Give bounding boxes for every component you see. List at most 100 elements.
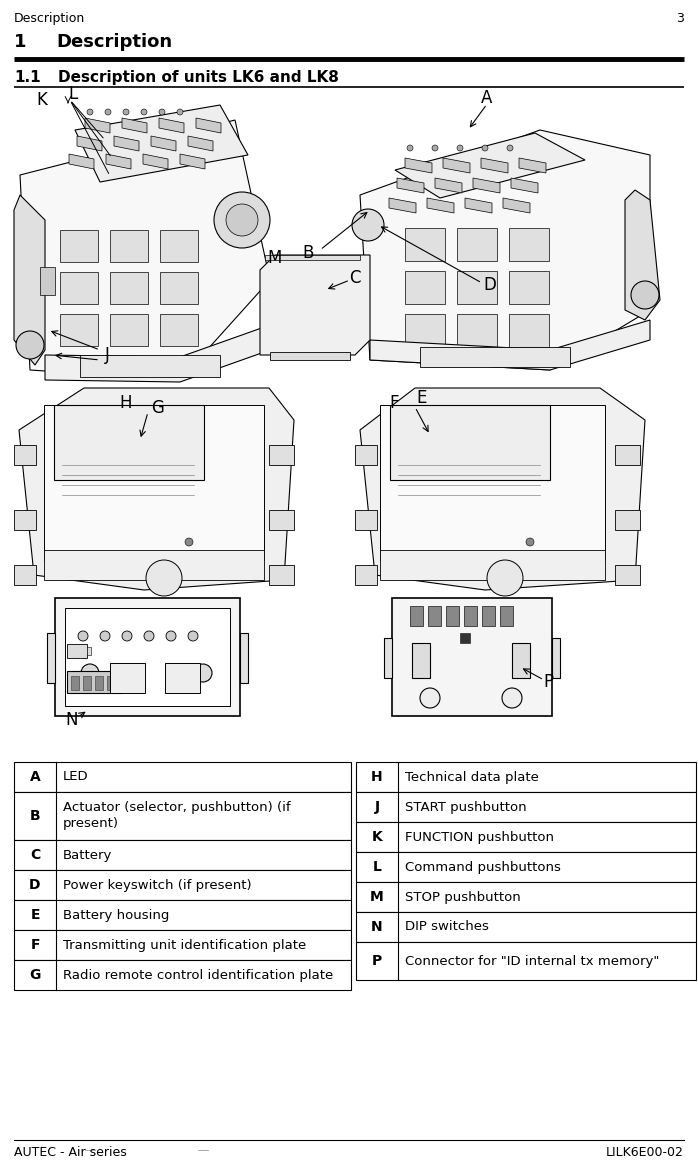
Polygon shape	[188, 136, 213, 151]
Circle shape	[631, 281, 659, 309]
Bar	[355, 511, 377, 530]
Text: B: B	[302, 244, 313, 262]
Polygon shape	[395, 133, 585, 198]
Bar	[457, 314, 497, 347]
Text: F: F	[30, 939, 40, 952]
Circle shape	[185, 538, 193, 545]
Text: Description: Description	[14, 12, 85, 24]
Bar	[107, 676, 115, 690]
Bar	[380, 550, 605, 580]
Polygon shape	[625, 190, 660, 320]
Text: C: C	[349, 269, 361, 287]
Bar	[65, 608, 230, 706]
Polygon shape	[405, 158, 432, 173]
Bar	[509, 228, 549, 261]
Circle shape	[226, 204, 258, 236]
Bar	[14, 565, 36, 585]
Text: LED: LED	[63, 771, 89, 784]
Circle shape	[144, 632, 154, 641]
Text: STOP pushbutton: STOP pushbutton	[405, 891, 521, 904]
Bar	[14, 840, 351, 870]
Bar	[615, 565, 640, 585]
Bar	[110, 230, 148, 262]
Bar	[14, 930, 351, 959]
Bar	[509, 314, 549, 347]
Bar	[269, 565, 294, 585]
Bar	[83, 676, 91, 690]
Bar	[355, 565, 377, 585]
Circle shape	[146, 561, 182, 595]
Bar	[552, 638, 560, 678]
Bar	[47, 633, 55, 683]
Bar	[384, 638, 392, 678]
Bar	[512, 643, 530, 678]
Text: P: P	[372, 954, 382, 968]
Bar	[95, 676, 103, 690]
Circle shape	[177, 109, 183, 115]
Text: Battery housing: Battery housing	[63, 908, 170, 921]
Polygon shape	[106, 154, 131, 169]
Bar	[482, 606, 495, 626]
Text: M: M	[268, 249, 282, 267]
Text: Transmitting unit identification plate: Transmitting unit identification plate	[63, 939, 306, 951]
Bar	[615, 511, 640, 530]
Bar	[160, 314, 198, 347]
Bar	[44, 405, 264, 561]
Circle shape	[432, 145, 438, 151]
Circle shape	[78, 632, 88, 641]
Polygon shape	[19, 388, 294, 590]
Bar	[14, 511, 36, 530]
Bar	[405, 314, 445, 347]
Bar	[405, 228, 445, 261]
Polygon shape	[397, 178, 424, 193]
Text: G: G	[29, 968, 40, 982]
Polygon shape	[196, 117, 221, 133]
Bar	[410, 606, 423, 626]
Bar	[615, 445, 640, 465]
Polygon shape	[45, 324, 270, 381]
Text: Power keyswitch (if present): Power keyswitch (if present)	[63, 878, 251, 892]
Polygon shape	[443, 158, 470, 173]
Polygon shape	[360, 388, 645, 590]
Bar	[356, 822, 696, 852]
Bar	[269, 445, 294, 465]
Text: N: N	[371, 920, 383, 934]
Circle shape	[487, 561, 523, 595]
Text: A: A	[482, 90, 493, 107]
Polygon shape	[69, 154, 94, 169]
Text: START pushbutton: START pushbutton	[405, 800, 526, 813]
Text: LILK6E00-02: LILK6E00-02	[606, 1146, 684, 1160]
Text: P: P	[543, 673, 553, 691]
Polygon shape	[481, 158, 508, 173]
Polygon shape	[370, 320, 650, 370]
Text: K: K	[371, 830, 383, 844]
Polygon shape	[389, 198, 416, 213]
Bar	[14, 792, 351, 840]
Bar	[356, 882, 696, 912]
Bar	[457, 271, 497, 304]
Polygon shape	[503, 198, 530, 213]
Polygon shape	[427, 198, 454, 213]
Circle shape	[16, 331, 44, 359]
Bar	[446, 606, 459, 626]
Circle shape	[420, 688, 440, 708]
Text: B: B	[30, 809, 40, 823]
Bar	[60, 314, 98, 347]
Bar	[110, 272, 148, 304]
Bar	[14, 762, 351, 792]
Bar	[509, 271, 549, 304]
Bar	[67, 671, 122, 693]
Bar	[380, 405, 605, 561]
Bar	[457, 228, 497, 261]
Bar	[14, 900, 351, 930]
Polygon shape	[260, 255, 370, 355]
Bar	[40, 267, 55, 295]
Bar	[71, 676, 79, 690]
Circle shape	[122, 632, 132, 641]
Polygon shape	[75, 105, 248, 181]
Polygon shape	[473, 178, 500, 193]
Text: Connector for "ID internal tx memory": Connector for "ID internal tx memory"	[405, 955, 660, 968]
Text: DIP switches: DIP switches	[405, 920, 489, 934]
Bar	[54, 405, 204, 480]
Bar	[14, 959, 351, 990]
